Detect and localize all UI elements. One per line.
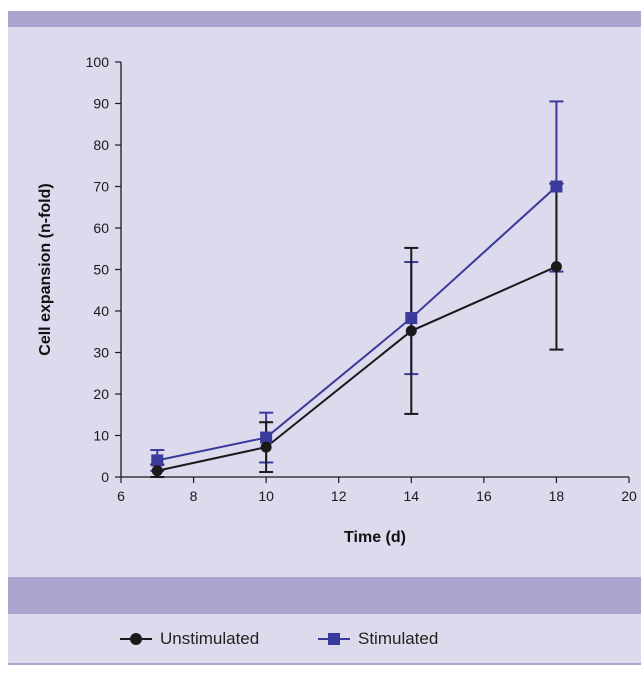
series-line-unstimulated xyxy=(157,265,557,472)
x-tick-label: 8 xyxy=(190,488,198,504)
x-tick-label: 18 xyxy=(549,488,565,504)
y-tick-label: 70 xyxy=(93,179,109,195)
chart-panel: 6 8 10 12 14 16 18 20 0 10 20 30 40 50 60 70 80 90 100 Tim… xyxy=(8,11,641,665)
data-point-unstimulated xyxy=(405,325,417,337)
y-tick-label: 20 xyxy=(93,386,109,402)
legend-item-stimulated: Stimulated xyxy=(318,629,438,649)
line-chart: 6 8 10 12 14 16 18 20 0 10 20 30 40 50 60 70 80 90 100 Tim… xyxy=(37,54,637,546)
y-tick-label: 100 xyxy=(86,54,110,70)
data-point-unstimulated xyxy=(260,441,272,453)
y-tick-label: 40 xyxy=(93,303,109,319)
bottom-rule xyxy=(8,663,641,665)
y-tick-label: 10 xyxy=(93,428,109,444)
y-tick-label: 0 xyxy=(101,469,109,485)
series-line-stimulated xyxy=(157,185,558,462)
header-band xyxy=(8,11,641,27)
y-tick-label: 80 xyxy=(93,137,109,153)
separator-band xyxy=(8,577,641,614)
legend-label-unstimulated: Unstimulated xyxy=(160,629,260,648)
x-tick-label: 6 xyxy=(117,488,125,504)
data-point-stimulated xyxy=(151,454,164,467)
circle-marker-icon xyxy=(120,633,152,645)
data-point-unstimulated xyxy=(550,261,562,273)
x-tick-label: 14 xyxy=(403,488,419,504)
y-tick-label: 30 xyxy=(93,345,109,361)
y-tick-label: 90 xyxy=(93,96,109,112)
x-tick-label: 20 xyxy=(621,488,637,504)
data-point-stimulated xyxy=(405,312,418,325)
y-tick-label: 60 xyxy=(93,220,109,236)
x-tick-label: 10 xyxy=(258,488,274,504)
data-point-stimulated xyxy=(550,180,563,193)
square-marker-icon xyxy=(318,633,350,645)
plot-area xyxy=(150,100,564,478)
y-tick-label: 50 xyxy=(93,262,109,278)
data-point-stimulated xyxy=(260,431,273,444)
x-tick-label: 16 xyxy=(476,488,492,504)
y-axis-title: Cell expansion (n-fold) xyxy=(37,183,54,355)
axes: 6 8 10 12 14 16 18 20 0 10 20 30 40 50 60 70 80 90 100 xyxy=(86,54,637,504)
x-tick-label: 12 xyxy=(331,488,347,504)
legend: Unstimulated Stimulated xyxy=(8,623,641,655)
data-point-unstimulated xyxy=(151,465,163,477)
x-axis-title: Time (d) xyxy=(344,529,406,546)
legend-item-unstimulated: Unstimulated xyxy=(120,629,259,649)
legend-label-stimulated: Stimulated xyxy=(358,629,439,648)
